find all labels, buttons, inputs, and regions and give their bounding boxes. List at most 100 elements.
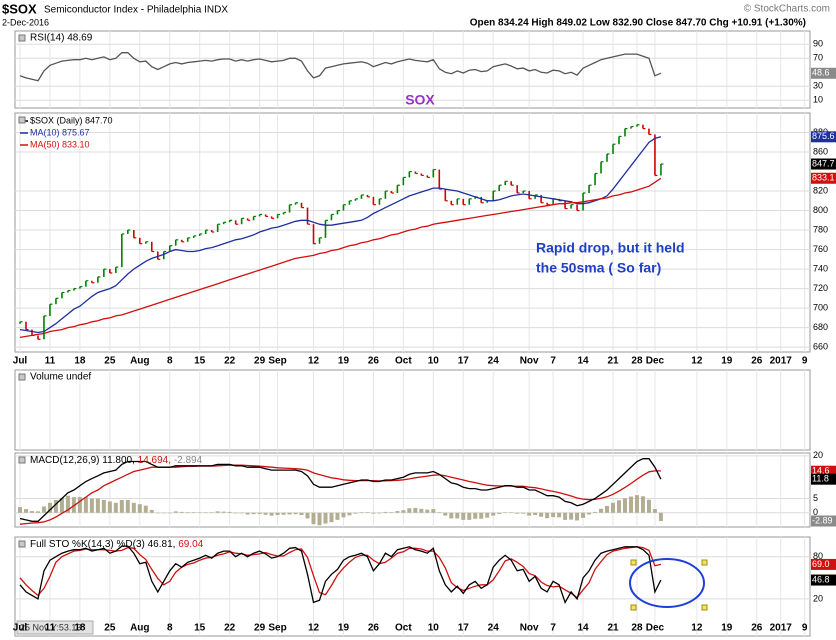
histogram-bar <box>329 512 334 523</box>
histogram-bar <box>101 499 106 513</box>
annotation: Rapid drop, but it held <box>536 240 685 256</box>
x-tick-label: 2017 <box>770 356 793 367</box>
histogram-bar <box>652 509 657 513</box>
histogram-bar <box>365 512 370 513</box>
label-part: MACD(12,26,9) 11.800, <box>30 455 135 466</box>
y-tick-label: 800 <box>813 205 828 215</box>
x-tick-label: 9 <box>802 356 808 367</box>
handle <box>701 604 708 611</box>
histogram-bar <box>173 511 178 513</box>
x-tick-label: 18 <box>74 623 86 634</box>
x-tick-label: 24 <box>488 356 500 367</box>
x-tick-label: 17 <box>458 623 470 634</box>
histogram-bar <box>161 512 166 514</box>
panel-icon <box>18 116 26 124</box>
y-tick-label: 5 <box>813 493 818 503</box>
panel-icon <box>18 540 26 548</box>
histogram-bar <box>455 512 460 519</box>
x-tick-label: Dec <box>646 623 665 634</box>
x-tick-label: 12 <box>308 356 320 367</box>
histogram-bar <box>209 512 214 513</box>
histogram-bar <box>401 510 406 513</box>
histogram-bar <box>227 511 232 513</box>
line-series <box>19 177 662 339</box>
histogram-bar <box>419 508 424 513</box>
value-tag <box>811 558 836 570</box>
histogram-bar <box>509 512 514 513</box>
histogram-bar <box>155 512 160 514</box>
x-tick-label: 7 <box>550 623 556 634</box>
value-tag <box>811 172 836 184</box>
histogram-bar <box>634 495 639 513</box>
histogram-bar <box>347 512 352 516</box>
label-part: Full STO %K(14,3) %D(3) 46.81, <box>30 539 175 550</box>
legend-entry: MA(10) 875.67 <box>30 127 90 137</box>
y-tick-label: 740 <box>813 263 828 273</box>
panel-label: RSI(14) 48.69 <box>30 33 93 44</box>
histogram-bar <box>197 512 202 513</box>
histogram-bar <box>305 512 310 519</box>
panel-frame <box>14 536 811 637</box>
line-series <box>19 136 662 334</box>
highlight-ellipse <box>629 558 705 608</box>
panel-label: Volume undef <box>30 372 91 383</box>
panel-frame <box>14 112 811 353</box>
y-tick-label: 90 <box>813 39 823 49</box>
histogram-bar <box>299 512 304 516</box>
y-tick-label: 680 <box>813 322 828 332</box>
x-tick-label: Nov <box>520 623 539 634</box>
x-tick-label: 19 <box>721 623 733 634</box>
histogram-bar <box>137 504 142 513</box>
x-tick-label: 22 <box>224 356 236 367</box>
histogram-bar <box>221 511 226 513</box>
x-tick-label: 8 <box>167 623 173 634</box>
histogram-bar <box>521 512 526 514</box>
histogram-bar <box>239 512 244 514</box>
value-tag-label: 69.0 <box>812 559 830 569</box>
value-tag <box>811 131 836 143</box>
legend-entry: MA(50) 833.10 <box>30 139 90 149</box>
histogram-bar <box>617 500 621 513</box>
histogram-bar <box>311 512 316 525</box>
histogram-bar <box>640 496 645 513</box>
histogram-bar <box>497 512 502 514</box>
histogram-bar <box>107 501 112 513</box>
y-tick-label: 660 <box>813 341 828 351</box>
x-tick-label: 28 <box>631 623 643 634</box>
histogram-bar <box>203 512 208 513</box>
x-tick-label: 29 <box>254 356 266 367</box>
value-tag-label: 48.6 <box>812 68 830 78</box>
histogram-bar <box>611 502 616 513</box>
histogram-bar <box>599 508 604 513</box>
histogram-bar <box>185 512 190 513</box>
value-tag-label: -2.89 <box>812 515 833 525</box>
x-tick-label: Nov <box>520 356 539 367</box>
histogram-bar <box>263 512 268 515</box>
histogram-bar <box>515 512 520 514</box>
x-tick-label: Oct <box>395 356 412 367</box>
histogram-bar <box>443 512 448 516</box>
histogram-bar <box>29 511 34 513</box>
y-tick-label: 820 <box>813 185 828 195</box>
panel-frame <box>14 452 811 528</box>
histogram-bar <box>467 512 472 520</box>
histogram-bar <box>257 512 262 514</box>
histogram-bar <box>563 512 568 520</box>
histogram-bar <box>77 497 82 513</box>
x-tick-label: 26 <box>368 356 380 367</box>
x-tick-label: 19 <box>721 356 733 367</box>
histogram-bar <box>575 512 580 521</box>
annotation: the 50sma ( So far) <box>536 260 661 276</box>
value-tag <box>811 515 836 527</box>
histogram-bar <box>449 512 454 519</box>
y-tick-label: 860 <box>813 146 828 156</box>
x-tick-label: 26 <box>751 356 763 367</box>
histogram-bar <box>23 509 28 513</box>
histogram-bar <box>383 511 388 513</box>
x-tick-label: 10 <box>428 623 440 634</box>
histogram-bar <box>275 512 280 516</box>
value-tag <box>811 473 836 485</box>
histogram-bar <box>413 507 418 513</box>
value-tag <box>811 67 836 79</box>
